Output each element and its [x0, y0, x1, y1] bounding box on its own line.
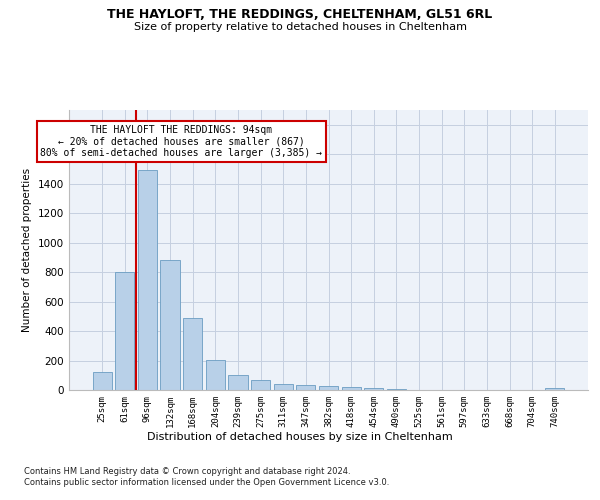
- Bar: [341, 387, 361, 390]
- Bar: [296, 385, 316, 390]
- Bar: [364, 388, 383, 390]
- Bar: [545, 388, 565, 390]
- Bar: [229, 374, 248, 390]
- Bar: [115, 272, 134, 390]
- Text: THE HAYLOFT THE REDDINGS: 94sqm
← 20% of detached houses are smaller (867)
80% o: THE HAYLOFT THE REDDINGS: 94sqm ← 20% of…: [40, 124, 322, 158]
- Bar: [92, 372, 112, 390]
- Bar: [183, 318, 202, 390]
- Bar: [206, 360, 225, 390]
- Y-axis label: Number of detached properties: Number of detached properties: [22, 168, 32, 332]
- Bar: [319, 386, 338, 390]
- Text: THE HAYLOFT, THE REDDINGS, CHELTENHAM, GL51 6RL: THE HAYLOFT, THE REDDINGS, CHELTENHAM, G…: [107, 8, 493, 20]
- Bar: [138, 170, 157, 390]
- Text: Size of property relative to detached houses in Cheltenham: Size of property relative to detached ho…: [133, 22, 467, 32]
- Text: Distribution of detached houses by size in Cheltenham: Distribution of detached houses by size …: [147, 432, 453, 442]
- Bar: [274, 384, 293, 390]
- Text: Contains HM Land Registry data © Crown copyright and database right 2024.
Contai: Contains HM Land Registry data © Crown c…: [24, 468, 389, 487]
- Bar: [160, 260, 180, 390]
- Bar: [251, 380, 270, 390]
